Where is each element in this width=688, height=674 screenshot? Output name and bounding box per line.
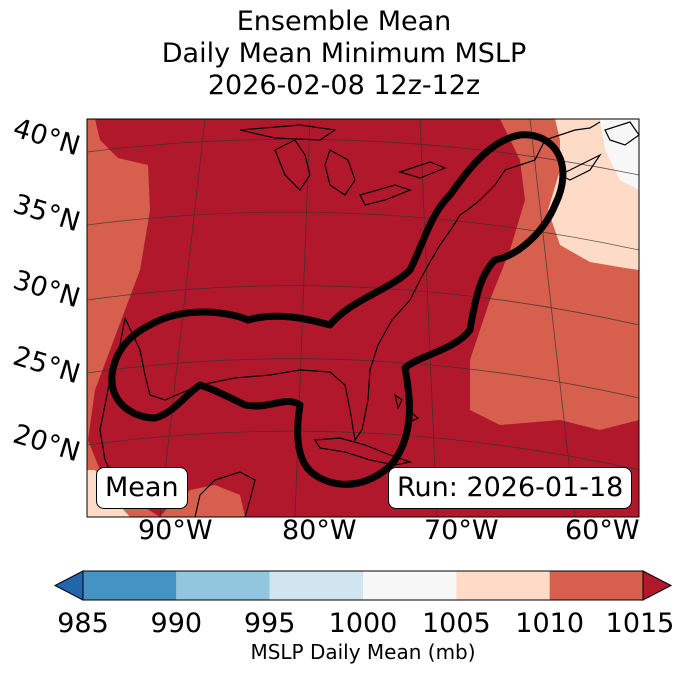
pressure-band-east-neutral <box>600 119 639 190</box>
colorbar <box>53 570 673 601</box>
pressure-band-west <box>87 119 160 517</box>
colorbar-label: MSLP Daily Mean (mb) <box>250 640 476 664</box>
lon-label-60w: 60°W <box>565 515 640 546</box>
colorbar-segment <box>176 571 270 600</box>
title-line-2: Daily Mean Minimum MSLP <box>161 38 527 69</box>
lon-label-70w: 70°W <box>424 515 499 546</box>
pressure-contour <box>108 131 567 488</box>
colorbar-tick-label: 1010 <box>515 608 585 639</box>
lon-label-80w: 80°W <box>282 515 357 546</box>
colorbar-tick-label: 1015 <box>605 608 675 639</box>
lon-label-90w: 90°W <box>138 515 213 546</box>
colorbar-tick-label: 1005 <box>421 608 491 639</box>
colorbar-segment <box>269 571 363 600</box>
colorbar-under-triangle <box>53 570 84 601</box>
colorbar-tick-label: 985 <box>57 608 109 639</box>
title-line-1: Ensemble Mean <box>236 6 452 37</box>
pressure-band-south <box>160 485 245 517</box>
mean-label-box: Mean <box>96 467 188 509</box>
colorbar-segment <box>363 571 457 600</box>
colorbar-over-triangle <box>642 570 673 601</box>
title-line-3: 2026-02-08 12z-12z <box>207 70 481 101</box>
colorbar-tick-label: 1000 <box>328 608 398 639</box>
colorbar-outline <box>82 570 644 601</box>
colorbar-segment <box>83 571 177 600</box>
colorbar-tick-label: 990 <box>150 608 203 639</box>
run-label-box: Run: 2026-01-18 <box>388 467 633 509</box>
colorbar-segment <box>549 571 643 600</box>
colorbar-segment <box>456 571 550 600</box>
colorbar-tick-label: 995 <box>243 608 296 639</box>
